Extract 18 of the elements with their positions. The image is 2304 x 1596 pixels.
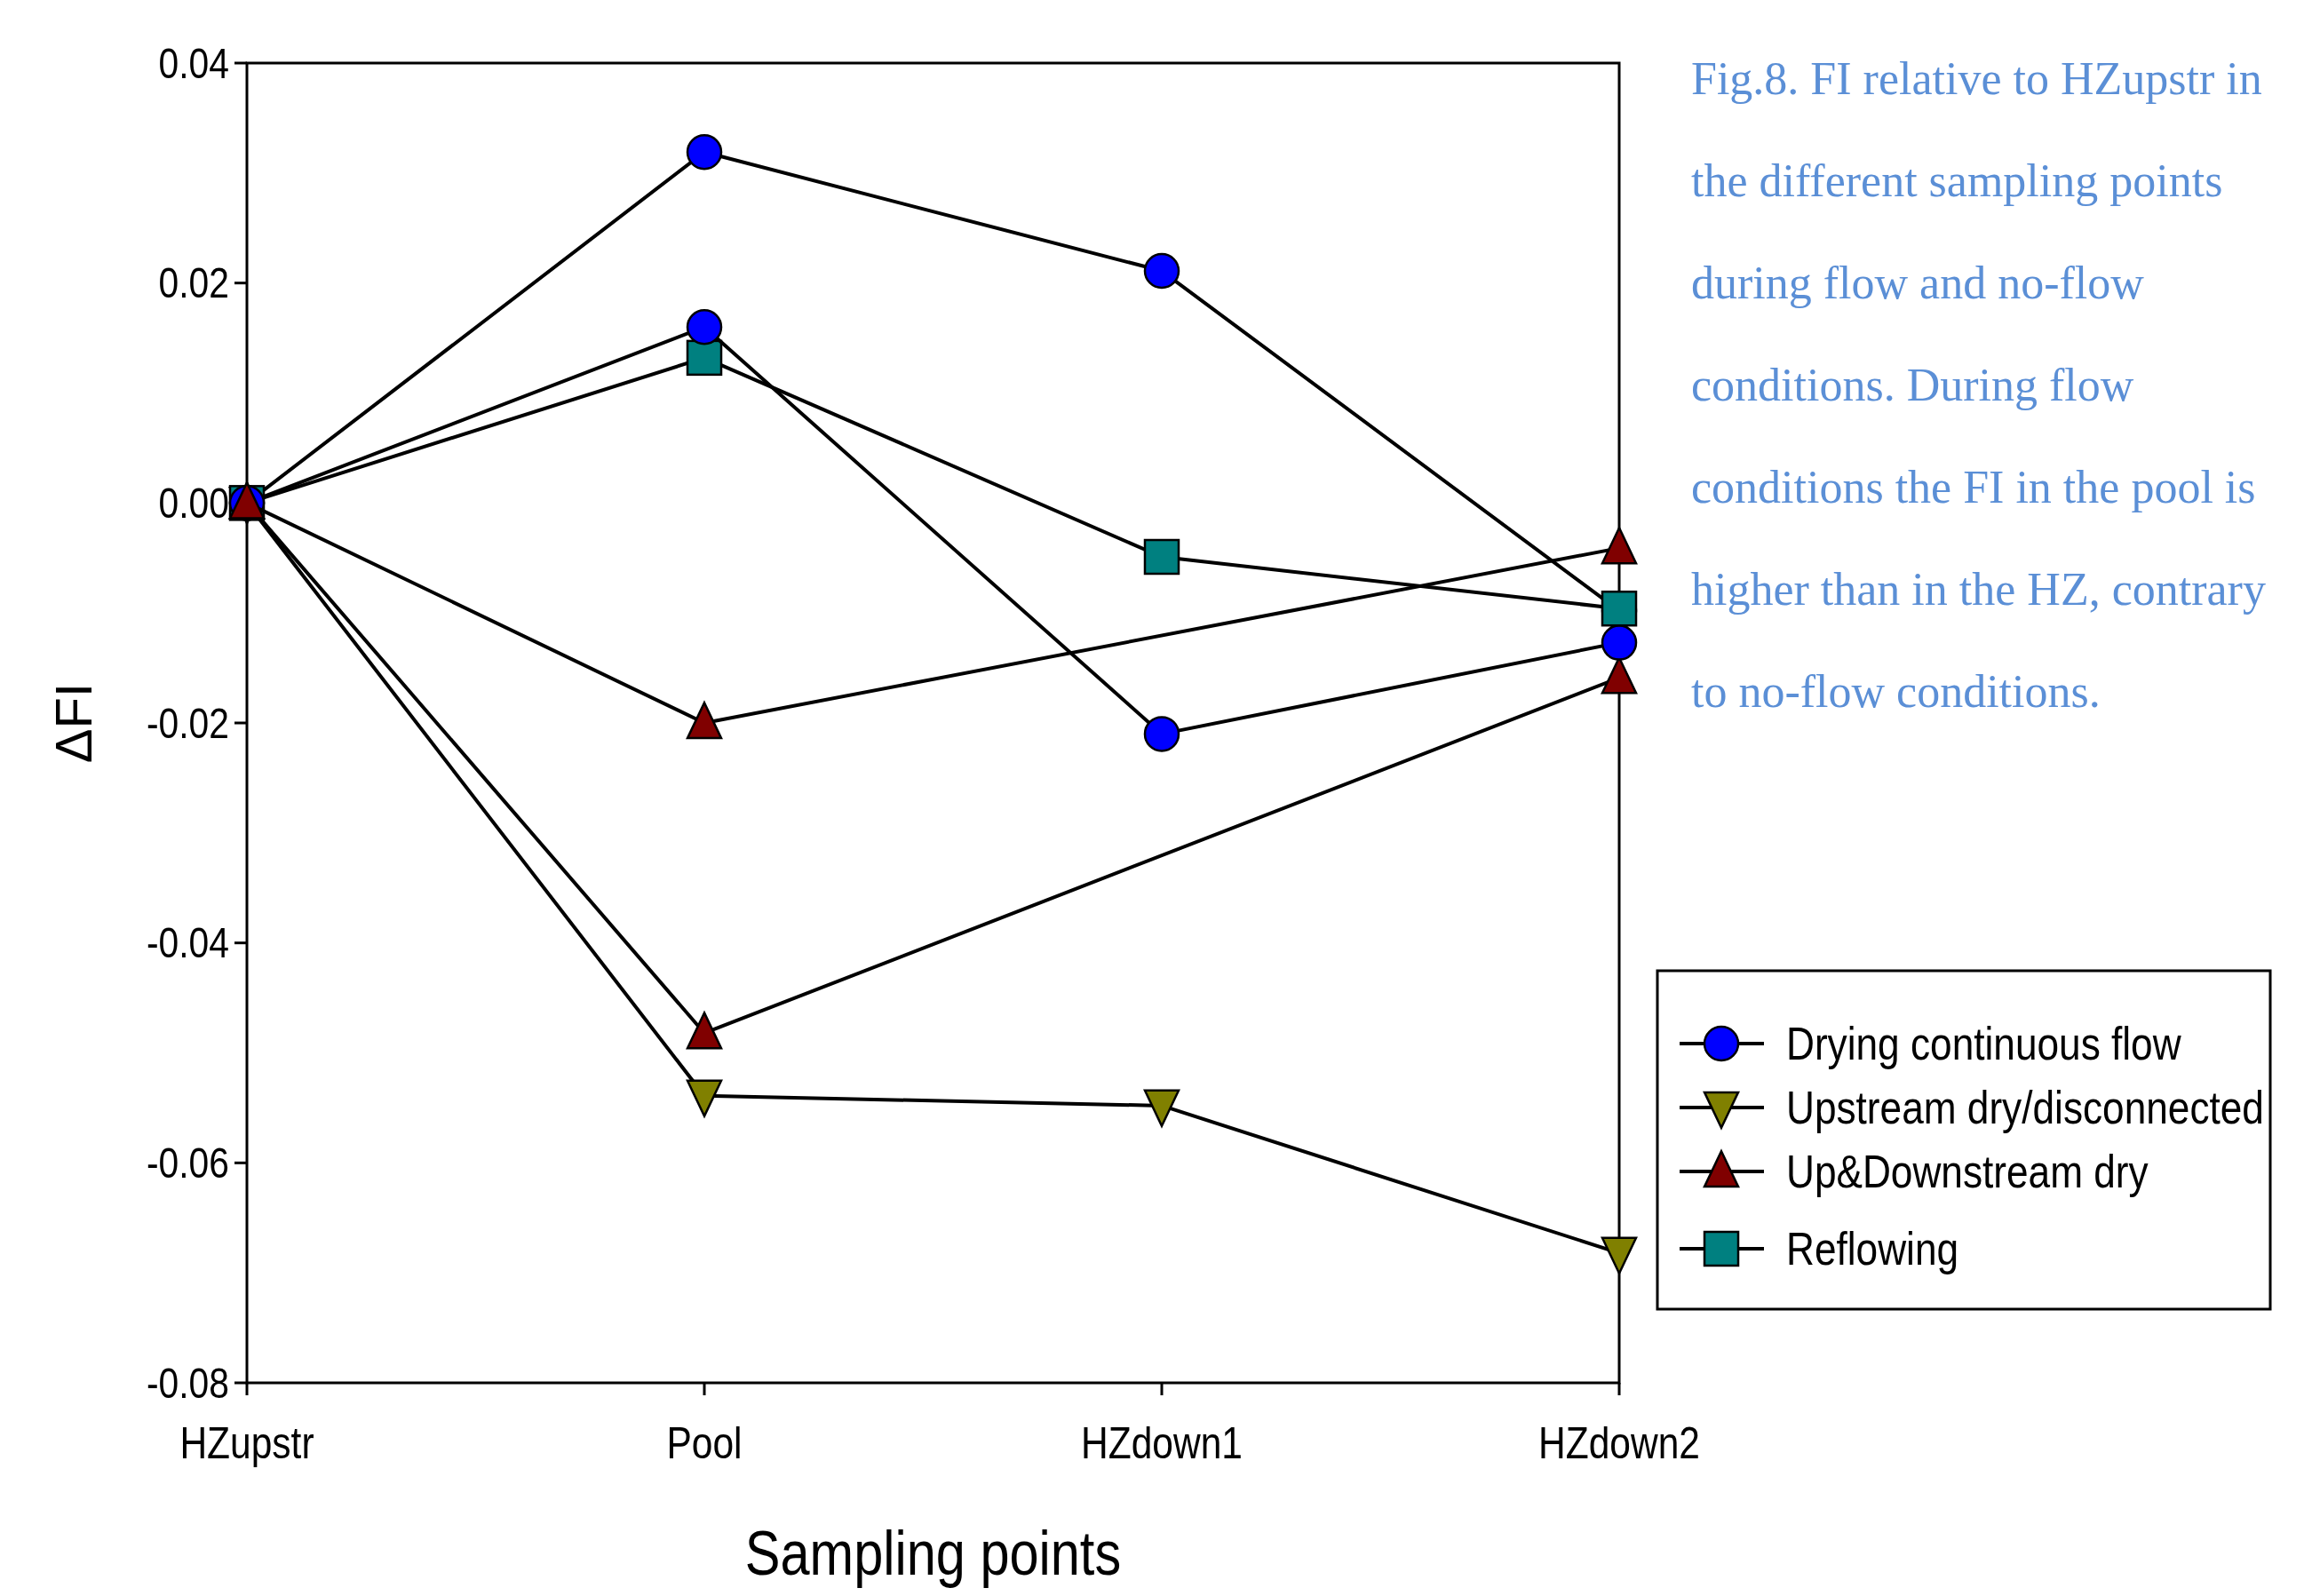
legend-label: Up&Downstream dry (1786, 1145, 2149, 1197)
y-tick-label: -0.04 (147, 919, 229, 967)
y-tick-label: -0.06 (147, 1139, 229, 1187)
y-tick-label: 0.02 (158, 259, 229, 307)
y-tick-label: 0.00 (158, 480, 229, 527)
x-tick-label: HZdown1 (1081, 1417, 1243, 1468)
caption: Fig.8. FI relative to HZupstr in the different sampling points during flow and no-flow conditions. During flow conditions the FI in the pool is higher than in the HZ, contrary to no-flow conditions. (1691, 53, 2266, 717)
y-tick-label: -0.08 (147, 1359, 229, 1407)
x-tick-label: HZupstr (179, 1417, 314, 1468)
legend-label: Reflowing (1786, 1222, 1959, 1274)
y-tick-label: 0.04 (158, 39, 229, 87)
x-tick-label: Pool (666, 1417, 743, 1468)
y-tick-label: -0.02 (147, 699, 229, 747)
x-tick-label: HZdown2 (1538, 1417, 1700, 1468)
x-axis-title: Sampling points (744, 1518, 1122, 1589)
legend-label: Drying continuous flow (1786, 1017, 2181, 1069)
legend-label: Upstream dry/disconnected (1786, 1081, 2264, 1133)
y-axis-title: ΔFI (44, 682, 102, 764)
